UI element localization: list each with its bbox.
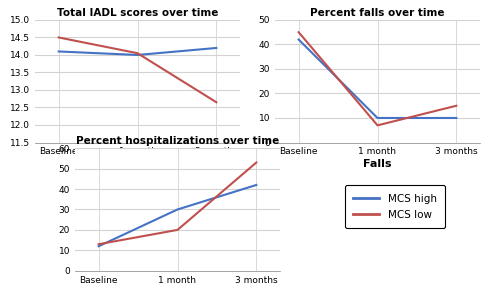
Title: Percent hospitalizations over time: Percent hospitalizations over time bbox=[76, 136, 279, 146]
Title: Percent falls over time: Percent falls over time bbox=[310, 8, 445, 18]
Legend: MCS high, MCS low: MCS high, MCS low bbox=[345, 185, 445, 228]
X-axis label: Falls: Falls bbox=[363, 159, 392, 169]
X-axis label: IADL: IADL bbox=[123, 159, 152, 169]
Title: Total IADL scores over time: Total IADL scores over time bbox=[57, 8, 218, 18]
